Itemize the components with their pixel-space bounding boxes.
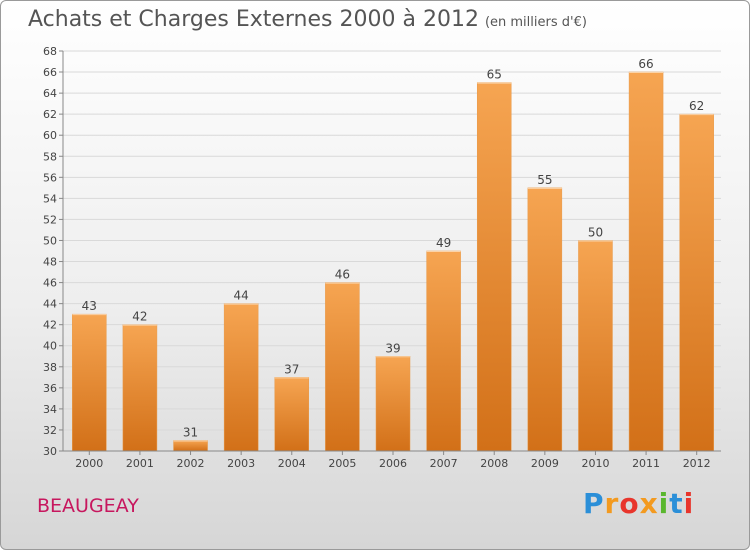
x-tick-label: 2003: [227, 457, 255, 470]
bar: [325, 282, 360, 452]
bar: [527, 187, 563, 452]
data-label: 65: [487, 68, 502, 82]
y-tick-label: 66: [43, 66, 57, 79]
x-tick-label: 2011: [632, 457, 660, 470]
y-tick-label: 54: [43, 192, 57, 205]
chart-title: Achats et Charges Externes 2000 à 2012 (e…: [28, 7, 587, 32]
data-label: 50: [588, 225, 603, 239]
x-tick-label: 2001: [126, 457, 154, 470]
brand-logo: Proxiti: [583, 487, 694, 520]
x-tick-label: 2009: [531, 457, 559, 470]
y-tick-label: 52: [43, 213, 57, 226]
y-tick-label: 64: [43, 87, 57, 100]
x-tick-label: 2007: [430, 457, 458, 470]
y-tick-label: 42: [43, 319, 57, 332]
brand-letter: x: [639, 487, 659, 520]
data-label: 49: [436, 236, 451, 250]
y-tick-label: 36: [43, 382, 57, 395]
bar: [679, 113, 714, 452]
y-tick-label: 46: [43, 277, 57, 290]
bar: [476, 82, 512, 452]
data-label: 31: [183, 425, 198, 439]
bar: [274, 377, 310, 452]
x-tick-label: 2002: [177, 457, 205, 470]
y-tick-label: 62: [43, 108, 57, 121]
y-tick-label: 30: [43, 445, 57, 458]
data-label: 55: [537, 173, 552, 187]
bar: [223, 303, 259, 452]
brand-letter: o: [619, 487, 640, 520]
x-tick-label: 2000: [75, 457, 103, 470]
x-tick-label: 2010: [581, 457, 609, 470]
y-tick-label: 48: [43, 256, 57, 269]
data-label: 37: [284, 362, 299, 376]
x-tick-label: 2012: [683, 457, 711, 470]
y-tick-label: 38: [43, 361, 57, 374]
bar: [72, 313, 107, 452]
data-label: 62: [689, 99, 704, 113]
x-tick-label: 2006: [379, 457, 407, 470]
bar: [173, 440, 208, 452]
data-label: 66: [638, 57, 653, 71]
data-label: 44: [234, 289, 249, 303]
y-tick-label: 40: [43, 340, 57, 353]
y-tick-label: 68: [43, 45, 57, 58]
chart-unit: (en milliers d'€): [484, 15, 587, 30]
brand-letter: P: [583, 487, 605, 520]
data-label: 42: [132, 310, 147, 324]
y-tick-label: 44: [43, 298, 57, 311]
x-tick-label: 2005: [328, 457, 356, 470]
chart-title-text: Achats et Charges Externes 2000 à 2012: [28, 7, 479, 32]
y-tick-label: 56: [43, 171, 57, 184]
brand-letter: r: [604, 487, 620, 520]
data-label: 39: [385, 341, 400, 355]
bar: [375, 356, 411, 452]
commune-name: BEAUGEAY: [37, 495, 139, 517]
bars: 43 42 31 44 37 46 39 49 65 55 50 66 62: [72, 57, 714, 452]
brand-letter: i: [683, 487, 695, 520]
data-label: 46: [335, 268, 350, 282]
data-label: 43: [82, 299, 97, 313]
bar: [628, 71, 664, 452]
y-tick-label: 34: [43, 403, 57, 416]
bar: [426, 250, 461, 452]
bar: [122, 324, 158, 452]
y-tick-label: 58: [43, 150, 57, 163]
y-tick-label: 32: [43, 424, 57, 437]
brand-letter: t: [669, 487, 684, 520]
brand-letter: i: [658, 487, 670, 520]
axes: 30 32 34 36 38 40 42 44 46 48 50 52 54 56 58 60 62 64 66 68…: [43, 45, 721, 470]
x-tick-label: 2008: [480, 457, 508, 470]
y-tick-label: 50: [43, 234, 57, 247]
bar: [578, 240, 613, 452]
x-tick-label: 2004: [278, 457, 306, 470]
y-tick-label: 60: [43, 129, 57, 142]
